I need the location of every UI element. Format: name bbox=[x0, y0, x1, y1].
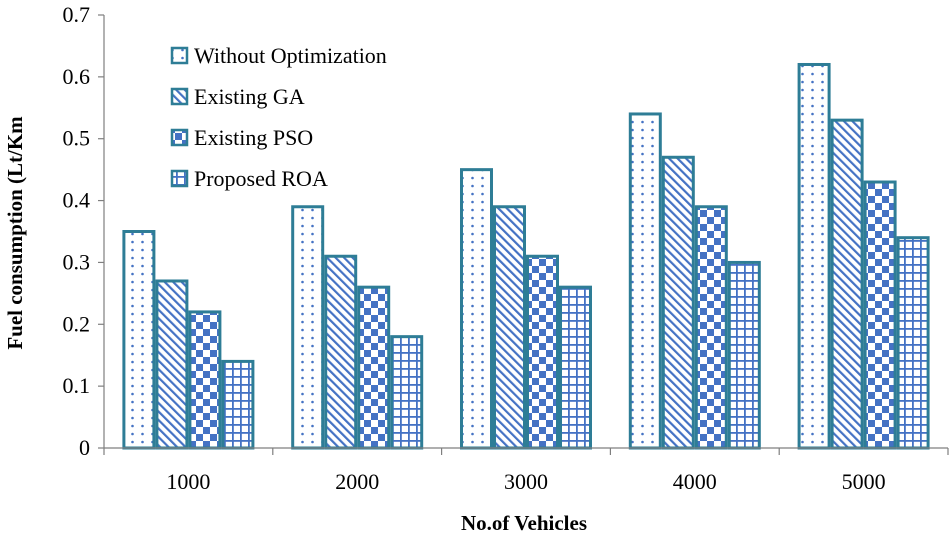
y-tick-label: 0.3 bbox=[63, 249, 91, 274]
bar-without-optimization-1000 bbox=[122, 230, 156, 450]
y-axis: 0 0.1 0.2 0.3 0.4 0.5 0.6 0.7 bbox=[63, 2, 105, 460]
legend-swatch bbox=[170, 169, 189, 188]
y-tick-label: 0.5 bbox=[63, 126, 91, 151]
x-axis-title: No.of Vehicles bbox=[461, 511, 587, 535]
legend-label: Without Optimization bbox=[194, 43, 387, 68]
bar-proposed-roa-2000 bbox=[390, 335, 424, 450]
bar-existing-ga-1000 bbox=[155, 279, 189, 450]
bar-existing-pso-1000 bbox=[188, 310, 222, 450]
x-tick-label: 3000 bbox=[504, 469, 548, 494]
x-tick-label: 5000 bbox=[842, 469, 886, 494]
y-tick-label: 0.6 bbox=[63, 64, 91, 89]
legend-label: Existing GA bbox=[194, 84, 305, 109]
y-tick-label: 0.7 bbox=[63, 2, 91, 27]
legend-label: Proposed ROA bbox=[194, 166, 328, 191]
y-tick-label: 0.4 bbox=[63, 188, 91, 213]
x-tick-label: 4000 bbox=[673, 469, 717, 494]
bar-existing-ga-4000 bbox=[661, 155, 695, 450]
bar-proposed-roa-3000 bbox=[559, 285, 592, 450]
bar-existing-pso-5000 bbox=[863, 180, 897, 450]
y-axis-title: Fuel consumption (Lt/Km bbox=[3, 116, 27, 350]
bar-existing-ga-3000 bbox=[493, 205, 526, 450]
x-axis: 1000 2000 3000 4000 5000 bbox=[103, 447, 949, 494]
bars bbox=[122, 62, 930, 450]
bar-without-optimization-5000 bbox=[797, 62, 831, 450]
bar-existing-pso-3000 bbox=[526, 254, 559, 450]
bar-without-optimization-3000 bbox=[460, 168, 493, 450]
bar-proposed-roa-1000 bbox=[221, 359, 255, 450]
y-tick-label: 0.2 bbox=[63, 311, 91, 336]
bar-without-optimization-2000 bbox=[291, 205, 325, 450]
bar-without-optimization-4000 bbox=[628, 112, 662, 450]
legend-swatch bbox=[170, 87, 189, 106]
bar-proposed-roa-5000 bbox=[896, 236, 930, 450]
x-tick-label: 2000 bbox=[335, 469, 379, 494]
bar-proposed-roa-4000 bbox=[727, 260, 761, 450]
legend-swatch bbox=[170, 128, 189, 147]
bar-existing-pso-2000 bbox=[357, 285, 391, 450]
legend-label: Existing PSO bbox=[194, 125, 313, 150]
y-tick-label: 0.1 bbox=[63, 373, 91, 398]
legend: Without Optimization Existing GA Existing … bbox=[170, 43, 387, 191]
bar-existing-ga-5000 bbox=[830, 118, 864, 450]
y-axis-title-group: Fuel consumption (Lt/Km bbox=[3, 116, 27, 350]
legend-swatch bbox=[170, 46, 189, 65]
y-tick-label: 0 bbox=[79, 435, 90, 460]
bar-existing-ga-2000 bbox=[324, 254, 358, 450]
x-tick-label: 1000 bbox=[166, 469, 210, 494]
bar-existing-pso-4000 bbox=[694, 205, 728, 450]
